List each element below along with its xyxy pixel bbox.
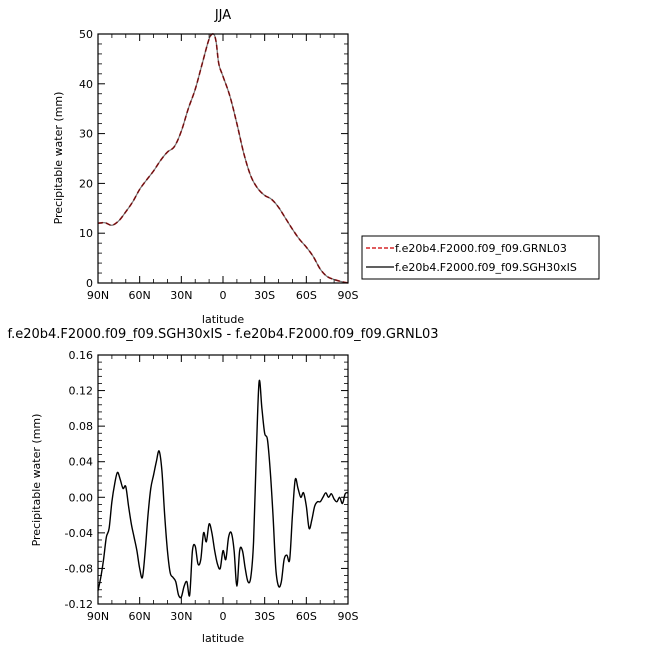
x-tick-label: 90S (338, 289, 359, 302)
legend-box (361, 235, 600, 280)
x-tick-label: 0 (220, 610, 227, 623)
bottom-chart-title: f.e20b4.F2000.f09_f09.SGH30xIS - f.e20b4… (7, 327, 438, 342)
series-line-sgh30xis (97, 33, 349, 284)
y-tick-label: 0.04 (69, 456, 94, 469)
x-tick-label: 60S (296, 610, 317, 623)
top-chart-title: JJA (214, 8, 231, 23)
legend-label-sgh30xis: f.e20b4.F2000.f09_f09.SGH30xIS (395, 261, 577, 274)
y-tick-label: 50 (79, 28, 93, 41)
y-tick-label: -0.12 (65, 598, 93, 611)
x-tick-label: 90S (338, 610, 359, 623)
y-tick-label: -0.08 (65, 562, 93, 575)
top-x-axis-label: latitude (202, 313, 244, 326)
series-line-grnl03 (97, 33, 349, 284)
bottom-x-tick-labels: 90N 60N 30N 0 30S 60S 90S (87, 610, 359, 623)
legend: f.e20b4.F2000.f09_f09.GRNL03 f.e20b4.F20… (361, 235, 600, 280)
bottom-y-axis-label: Precipitable water (mm) (30, 414, 43, 547)
difference-line (97, 379, 349, 599)
y-tick-label: 0 (86, 277, 93, 290)
y-tick-label: 0.12 (69, 385, 94, 398)
x-tick-label: 60N (129, 289, 151, 302)
bottom-plot-frame (97, 354, 349, 605)
y-tick-label: 0.00 (69, 491, 94, 504)
y-tick-label: 0.08 (69, 420, 94, 433)
bottom-ticks (97, 354, 349, 605)
x-tick-label: 90N (87, 289, 109, 302)
y-tick-label: 0.16 (69, 349, 94, 362)
x-tick-label: 60S (296, 289, 317, 302)
top-plot-frame (97, 33, 349, 284)
top-y-tick-labels: 0 10 20 30 40 50 (79, 28, 93, 290)
y-tick-label: 30 (79, 128, 93, 141)
x-tick-label: 0 (220, 289, 227, 302)
top-ticks (97, 33, 349, 284)
legend-label-grnl03: f.e20b4.F2000.f09_f09.GRNL03 (395, 242, 567, 255)
top-y-axis-label: Precipitable water (mm) (52, 92, 65, 225)
x-tick-label: 90N (87, 610, 109, 623)
x-tick-label: 60N (129, 610, 151, 623)
bottom-y-tick-labels: -0.12 -0.08 -0.04 0.00 0.04 0.08 0.12 0.16 (65, 349, 93, 611)
bottom-x-axis-label: latitude (202, 632, 244, 645)
x-tick-label: 30N (170, 289, 192, 302)
x-tick-label: 30S (254, 289, 275, 302)
y-tick-label: 40 (79, 78, 93, 91)
top-x-tick-labels: 90N 60N 30N 0 30S 60S 90S (87, 289, 359, 302)
bottom-chart: f.e20b4.F2000.f09_f09.SGH30xIS - f.e20b4… (7, 327, 438, 645)
top-chart: JJA 0 10 20 30 40 50 90N 60N 30N 0 30S 60S 90S lati… (52, 8, 600, 326)
y-tick-label: 20 (79, 177, 93, 190)
x-tick-label: 30S (254, 610, 275, 623)
y-tick-label: 10 (79, 227, 93, 240)
x-tick-label: 30N (170, 610, 192, 623)
y-tick-label: -0.04 (65, 527, 93, 540)
